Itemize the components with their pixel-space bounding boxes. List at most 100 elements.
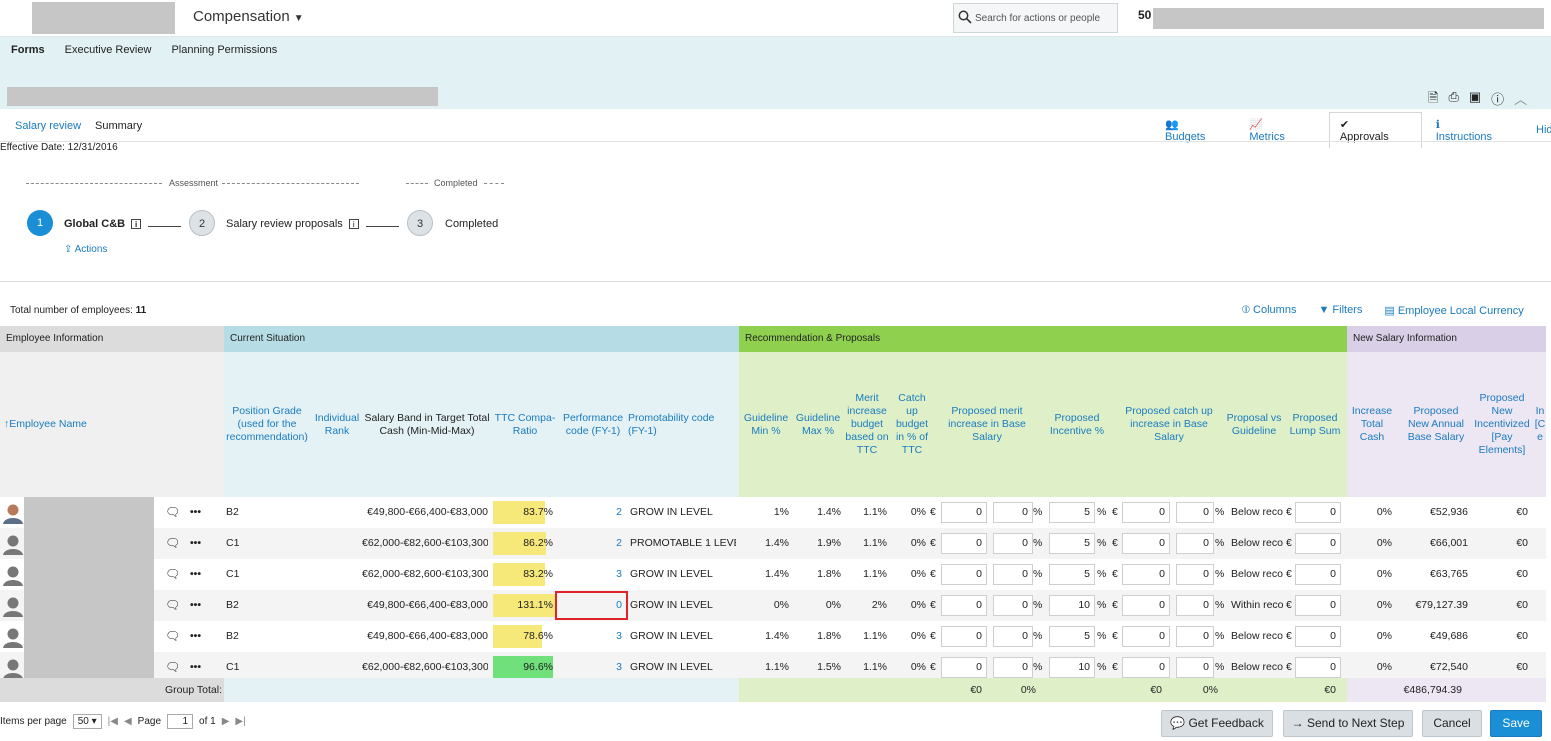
input-catch-amt[interactable]: 0 [1122,626,1170,647]
avatar[interactable] [2,564,24,586]
save-icon[interactable]: ▣ [1468,89,1482,104]
more-icon[interactable]: ••• [190,537,202,549]
table-row[interactable]: 🗨 ••• 83.2% C1 €62,000-€82,600-€103,300 3 GROW… [0,559,1546,590]
company-logo[interactable] [32,2,175,34]
next-page-icon[interactable]: ▶ [221,716,230,727]
input-merit-amt[interactable]: 0 [941,626,987,647]
input-catch-pct[interactable]: 0 [1176,564,1214,585]
metrics-link[interactable]: 📈 Metrics [1249,118,1306,143]
prev-page-icon[interactable]: ◀ [123,716,132,727]
tab-planning-permissions[interactable]: Planning Permissions [171,44,278,56]
input-incent[interactable]: 5 [1049,502,1095,523]
cell-perf[interactable]: 3 [616,630,622,642]
cell-perf[interactable]: 3 [616,661,622,673]
more-icon[interactable]: ••• [190,630,202,642]
input-merit-amt[interactable]: 0 [941,564,987,585]
step-2-circle[interactable]: 2 [189,210,215,236]
input-merit-amt[interactable]: 0 [941,533,987,554]
input-incent[interactable]: 5 [1049,533,1095,554]
cancel-button[interactable]: Cancel [1422,710,1482,737]
header-catchup-budget[interactable]: Catch up budget in % of TTC [895,392,929,456]
comment-icon[interactable]: 🗨 [165,567,181,581]
avatar[interactable] [2,533,24,555]
more-icon[interactable]: ••• [190,506,202,518]
table-row[interactable]: 🗨 ••• 86.2% C1 €62,000-€82,600-€103,300 2 PROM… [0,528,1546,559]
input-lump[interactable]: 0 [1295,626,1341,647]
input-catch-pct[interactable]: 0 [1176,595,1214,616]
comment-icon[interactable]: 🗨 [165,505,181,519]
search-box[interactable]: Search for actions or people [953,3,1118,33]
document-icon[interactable]: 🗎 [1428,90,1439,105]
tab-forms[interactable]: Forms [11,44,45,56]
cell-perf[interactable]: 2 [616,537,622,549]
more-icon[interactable]: ••• [190,568,202,580]
avatar[interactable] [2,595,24,617]
header-position-grade[interactable]: Position Grade (used for the recommendat… [226,405,308,443]
input-catch-amt[interactable]: 0 [1122,657,1170,678]
table-row[interactable]: 🗨 ••• 78.6% B2 €49,800-€66,400-€83,000 3 GROW … [0,621,1546,652]
cell-perf[interactable]: 0 [616,599,622,611]
more-icon[interactable]: ••• [190,599,202,611]
avatar[interactable] [2,502,24,524]
input-incent[interactable]: 5 [1049,626,1095,647]
employee-name-redacted[interactable] [24,497,154,528]
input-merit-pct[interactable]: 0 [993,502,1033,523]
last-page-icon[interactable]: ▶| [235,716,246,727]
header-promo-code[interactable]: Promotability code (FY-1) [628,411,715,437]
input-catch-amt[interactable]: 0 [1122,533,1170,554]
user-badge[interactable]: 50 [1138,8,1151,22]
module-switcher[interactable]: Compensation ▼ [193,8,304,25]
employee-name-redacted[interactable] [24,528,154,559]
step-1-label[interactable]: Global C&B i [64,218,142,230]
currency-button[interactable]: ▤ Employee Local Currency [1384,304,1523,317]
header-employee-name[interactable]: ↑ Employee Name [4,352,114,497]
employee-name-redacted[interactable] [24,590,154,621]
input-incent[interactable]: 5 [1049,564,1095,585]
step-3-circle[interactable]: 3 [407,210,433,236]
comment-icon[interactable]: 🗨 [165,629,181,643]
page-input[interactable]: 1 [167,714,194,729]
input-merit-pct[interactable]: 0 [993,533,1033,554]
table-row[interactable]: 🗨 ••• 96.6% C1 €62,000-€82,600-€103,300 3 GROW… [0,652,1546,678]
input-catch-pct[interactable]: 0 [1176,533,1214,554]
header-inc-total-cash[interactable]: Increase Total Cash [1351,405,1393,443]
first-page-icon[interactable]: |◀ [107,716,118,727]
input-lump[interactable]: 0 [1295,564,1341,585]
columns-button[interactable]: ⦶ Columns [1242,304,1296,317]
input-catch-pct[interactable]: 0 [1176,502,1214,523]
tab-executive-review[interactable]: Executive Review [64,44,152,56]
input-catch-pct[interactable]: 0 [1176,626,1214,647]
comment-icon[interactable]: 🗨 [165,598,181,612]
step-1-circle[interactable]: 1 [27,210,53,236]
info-icon[interactable]: ⓘ [1491,92,1505,107]
input-lump[interactable]: 0 [1295,533,1341,554]
employee-name-redacted[interactable] [24,559,154,590]
input-catch-amt[interactable]: 0 [1122,502,1170,523]
input-merit-pct[interactable]: 0 [993,564,1033,585]
header-new-incentivized[interactable]: Proposed New Incentivized [Pay Elements] [1474,392,1530,456]
header-ttc-compa[interactable]: TTC Compa-Ratio [494,411,556,437]
employee-name-redacted[interactable] [24,621,154,652]
step-2-label[interactable]: Salary review proposals i [226,218,359,230]
hide-link[interactable]: Hide [1536,124,1551,136]
input-catch-pct[interactable]: 0 [1176,657,1214,678]
header-guide-min[interactable]: Guideline Min % [743,411,789,437]
more-icon[interactable]: ••• [190,661,202,673]
employee-name-redacted[interactable] [24,652,154,678]
header-partial[interactable]: In [C e [1534,405,1546,443]
input-merit-amt[interactable]: 0 [941,657,987,678]
table-row[interactable]: 🗨 ••• 83.7% B2 €49,800-€66,400-€83,000 2 GROW … [0,497,1546,528]
user-name-redacted[interactable] [1153,8,1544,29]
cell-perf[interactable]: 3 [616,568,622,580]
header-prop-merit[interactable]: Proposed merit increase in Base Salary [948,405,1026,443]
header-prop-catchup[interactable]: Proposed catch up increase in Base Salar… [1125,405,1213,443]
header-guide-max[interactable]: Guideline Max % [795,411,841,437]
header-prop-lump[interactable]: Proposed Lump Sum [1289,411,1341,437]
input-lump[interactable]: 0 [1295,595,1341,616]
header-prop-vs-guide[interactable]: Proposal vs Guideline [1226,411,1282,437]
input-merit-pct[interactable]: 0 [993,657,1033,678]
header-individual-rank[interactable]: Individual Rank [314,411,360,437]
cell-perf[interactable]: 2 [616,506,622,518]
comment-icon[interactable]: 🗨 [165,536,181,550]
input-catch-amt[interactable]: 0 [1122,595,1170,616]
